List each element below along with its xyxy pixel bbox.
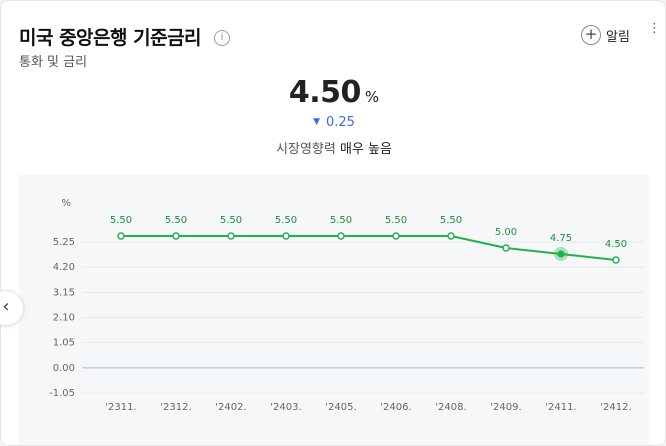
data-point — [502, 244, 510, 252]
x-tick-label: '2412. — [600, 402, 631, 413]
x-tick-label: '2403. — [270, 402, 301, 413]
data-label: 5.00 — [495, 227, 517, 238]
rate-line-chart[interactable]: % 5.25 4.20 3.15 2.10 1.05 0.00 -1.05 '2311. '231… — [19, 175, 649, 445]
data-point — [447, 232, 455, 240]
alarm-label: 알림 — [606, 29, 630, 45]
x-tick-label: '2402. — [215, 402, 246, 413]
y-tick-label: 0.00 — [53, 363, 75, 374]
info-icon[interactable]: i — [214, 30, 230, 46]
rate-unit: % — [364, 88, 380, 106]
rate-change: ▼ 0.25 — [1, 115, 665, 130]
x-tick-label: '2311. — [105, 402, 136, 413]
plus-icon: + — [581, 25, 601, 45]
data-label: 5.50 — [440, 215, 462, 226]
data-point — [392, 232, 400, 240]
x-tick-label: '2409. — [490, 402, 521, 413]
x-tick-label: '2411. — [545, 402, 576, 413]
data-label: 4.75 — [550, 233, 572, 244]
market-impact: 시장영향력 매우 높음 — [1, 138, 665, 157]
y-tick-label: 3.15 — [53, 287, 75, 298]
y-tick-label: 5.25 — [53, 237, 75, 248]
chart-area: % 5.25 4.20 3.15 2.10 1.05 0.00 -1.05 '2311. '231… — [19, 175, 649, 445]
impact-label: 시장영향력 — [276, 142, 336, 157]
y-unit-label: % — [61, 198, 71, 209]
more-options-icon[interactable]: ⋮ — [648, 21, 661, 36]
y-tick-label: 2.10 — [53, 313, 75, 324]
data-point — [337, 232, 345, 240]
x-tick-label: '2406. — [380, 402, 411, 413]
data-label: 5.50 — [165, 215, 187, 226]
y-tick-label: 4.20 — [53, 262, 75, 273]
y-tick-label: 1.05 — [53, 338, 75, 349]
category-subtitle[interactable]: 통화 및 금리 — [19, 55, 88, 70]
rate-display: 4.50% — [1, 75, 665, 110]
change-value: 0.25 — [325, 115, 355, 130]
data-point — [172, 232, 180, 240]
x-tick-label: '2408. — [435, 402, 466, 413]
down-arrow-icon: ▼ — [313, 117, 320, 127]
x-tick-label: '2312. — [160, 402, 191, 413]
data-label: 5.50 — [275, 215, 297, 226]
data-point-highlight — [557, 250, 565, 258]
data-point — [612, 256, 620, 264]
data-point — [227, 232, 235, 240]
page-title: 미국 중앙은행 기준금리 — [19, 27, 202, 49]
alarm-button[interactable]: + 알림 — [581, 24, 630, 46]
data-label: 5.50 — [110, 215, 132, 226]
data-label: 5.50 — [220, 215, 242, 226]
data-point — [117, 232, 125, 240]
data-label: 5.50 — [385, 215, 407, 226]
rate-value: 4.50 — [288, 75, 362, 110]
x-tick-label: '2405. — [325, 402, 356, 413]
data-label: 4.50 — [605, 239, 627, 250]
data-label: 5.50 — [330, 215, 352, 226]
impact-level: 매우 높음 — [339, 142, 392, 157]
y-tick-label: -1.05 — [49, 388, 75, 399]
data-point — [282, 232, 290, 240]
series-line — [121, 235, 617, 261]
